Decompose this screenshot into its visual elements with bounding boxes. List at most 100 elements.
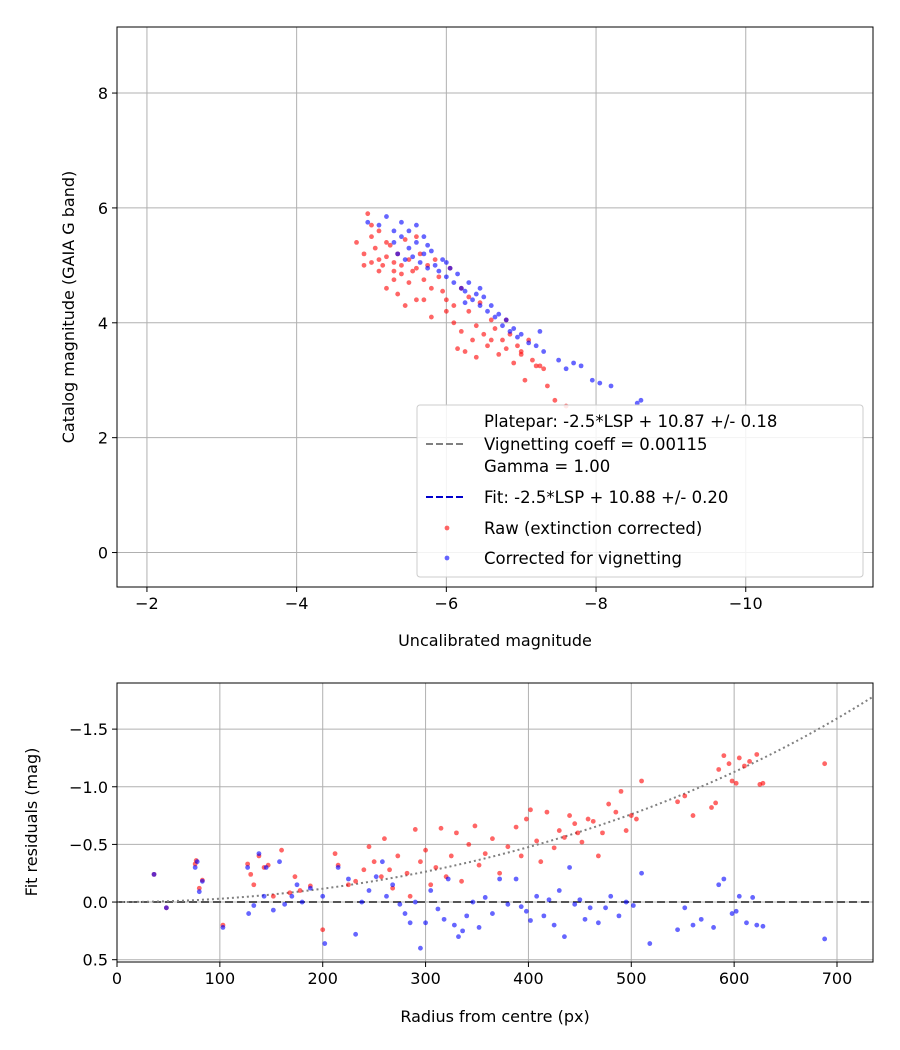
raw-point [423,847,428,853]
bottom-xlabel: Radius from centre (px) [400,1007,589,1026]
corrected-point [682,905,688,911]
corrected-point [359,899,365,905]
corrected-point [417,260,423,265]
corrected-point [721,876,727,882]
top-axes-frame [116,26,874,588]
x-tick-label: 200 [307,969,338,988]
corrected-point [322,941,328,946]
raw-point [399,262,404,268]
corrected-point [294,882,300,888]
corrected-point [616,913,622,919]
y-tick-label: 0 [98,544,108,563]
top-xlabel: Uncalibrated magnitude [398,631,592,650]
corrected-point [410,254,416,260]
raw-point [346,882,351,888]
raw-point [390,885,396,891]
corrected-point [289,893,295,899]
raw-point [623,828,629,833]
raw-point [418,859,423,865]
raw-point [481,331,487,337]
corrected-point [608,383,614,389]
corrected-point [353,931,359,937]
raw-point [417,251,423,257]
corrected-point [488,303,494,308]
raw-point [747,758,752,764]
raw-point [361,251,367,257]
corrected-point [500,323,505,329]
corrected-point [711,925,716,930]
raw-point [395,291,401,297]
raw-point [518,349,524,354]
corrected-point [589,377,595,383]
raw-point [505,844,511,850]
corrected-point [458,285,464,291]
raw-point [402,237,408,242]
x-tick-label: −6 [435,594,459,613]
corrected-point [608,893,614,899]
raw-point [462,349,468,354]
corrected-point [451,922,457,928]
corrected-point [399,234,404,240]
corrected-point [534,893,540,899]
corrected-point [373,874,379,880]
corrected-point [578,363,584,369]
corrected-point [282,901,288,907]
y-tick-label: −1.0 [69,778,108,797]
corrected-point [256,851,262,857]
corrected-point [572,901,578,907]
x-tick-label: 600 [719,969,750,988]
corrected-point [246,911,252,916]
raw-point [440,288,446,294]
raw-point [726,761,732,767]
corrected-point [425,242,431,248]
corrected-point [822,936,828,942]
corrected-point [366,888,372,893]
raw-point [404,870,410,876]
corrected-point [384,214,389,219]
raw-point [690,813,696,818]
corrected-point [515,334,520,340]
raw-point [556,828,562,833]
corrected-point [546,897,552,903]
raw-point [391,268,397,274]
corrected-point [407,920,413,926]
corrected-point [630,903,636,908]
y-tick-label: 0.0 [83,893,108,912]
corrected-point [464,913,470,919]
corrected-point [376,222,382,228]
corrected-point [220,925,226,930]
raw-point [376,268,382,274]
corrected-point [251,903,257,908]
raw-point [399,271,404,277]
corrected-point [456,934,461,940]
raw-point [448,853,454,859]
corrected-point [481,294,487,300]
raw-point [729,778,735,784]
corrected-point [391,239,397,245]
raw-point [528,807,533,813]
corrected-point [733,908,739,914]
raw-point [366,844,372,850]
corrected-point [194,859,200,865]
y-tick-label: 2 [98,429,108,448]
corrected-point [428,248,434,254]
x-tick-label: 100 [205,969,236,988]
raw-point [476,862,482,868]
bottom-ylabel: Fit residuals (mag) [22,748,41,897]
corrected-point [485,308,490,314]
raw-point [402,303,408,308]
corrected-point [470,297,475,303]
corrected-point [455,271,460,277]
raw-point [754,752,760,757]
corrected-point [577,897,583,903]
raw-point [590,818,596,824]
raw-point [391,277,397,283]
x-tick-label: 500 [616,969,647,988]
corrected-point [421,251,427,257]
corrected-point [518,904,524,910]
corrected-point [384,893,389,899]
raw-point [414,265,419,271]
corrected-point [597,380,603,386]
raw-point [466,842,472,847]
corrected-point [698,916,704,922]
